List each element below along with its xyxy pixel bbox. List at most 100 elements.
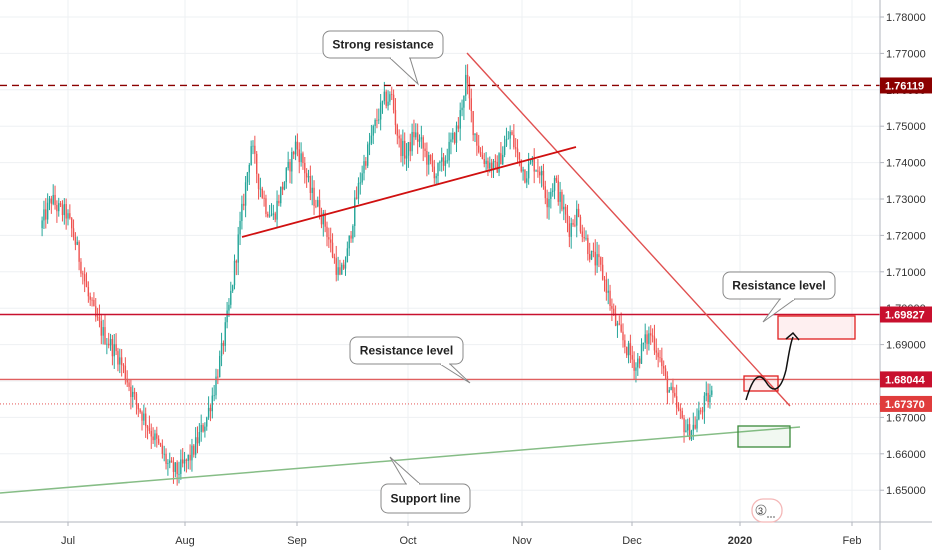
- candle-body: [413, 131, 415, 138]
- candle-body: [300, 153, 302, 163]
- candle-body: [233, 260, 236, 286]
- candle-body: [322, 212, 324, 225]
- candle-body: [213, 395, 215, 397]
- candle-body: [378, 119, 380, 121]
- candle-body: [404, 140, 406, 159]
- candle-body: [187, 454, 189, 461]
- candle-body: [700, 410, 702, 412]
- price-tag: [880, 306, 932, 323]
- candle-body: [651, 335, 654, 337]
- candle-body: [83, 274, 86, 282]
- candle-body: [67, 213, 69, 219]
- candle-body: [503, 145, 506, 155]
- candle-body: [154, 433, 156, 441]
- candle-body: [511, 131, 513, 135]
- candle-body: [592, 250, 595, 252]
- candle-body: [548, 198, 550, 208]
- candle-body: [280, 186, 282, 204]
- candle-body: [490, 162, 493, 171]
- candle-body: [448, 141, 450, 161]
- candle-body: [452, 132, 454, 140]
- candle-body: [59, 203, 62, 206]
- candle-body: [185, 459, 188, 461]
- candle-body: [139, 409, 141, 413]
- candle-body: [583, 236, 585, 239]
- price-tags: 1.76119 1.69827 1.68044 1.67370: [880, 77, 932, 412]
- candle-body: [370, 135, 373, 144]
- bar-badge[interactable]: 3: [751, 498, 783, 523]
- candle-body: [666, 375, 669, 393]
- candle-body: [557, 180, 559, 202]
- candle-body: [91, 299, 93, 301]
- candle-body: [132, 391, 134, 398]
- candle-body: [80, 261, 82, 274]
- candle-body: [672, 386, 674, 393]
- candle-body: [457, 125, 460, 129]
- candle-body: [137, 403, 139, 410]
- candle-body: [653, 336, 656, 351]
- candle-body: [143, 413, 145, 421]
- candle-body: [572, 223, 574, 225]
- callout-box: [322, 30, 444, 59]
- candle-body: [122, 364, 125, 366]
- candle-body: [230, 290, 232, 305]
- candle-body: [50, 198, 53, 204]
- candle-body: [285, 168, 287, 183]
- candle-body: [387, 101, 389, 106]
- candle-body: [241, 203, 243, 221]
- candle-body: [163, 453, 165, 455]
- candle-body: [411, 131, 413, 152]
- candle-body: [293, 151, 295, 155]
- candle-body: [178, 473, 180, 475]
- candle-body: [63, 204, 65, 216]
- candle-body: [381, 100, 384, 103]
- candle-body: [93, 299, 95, 307]
- candle-body: [613, 308, 615, 314]
- candle-body: [476, 133, 478, 146]
- candle-body: [439, 161, 441, 164]
- y-tick-label: 1.69000: [886, 340, 926, 352]
- candle-body: [552, 190, 554, 192]
- candle-body: [368, 143, 371, 145]
- candle-body: [41, 220, 43, 229]
- badge-dot: [770, 516, 772, 518]
- candle-body: [128, 382, 130, 387]
- candle-body: [444, 160, 447, 166]
- candle-body: [169, 460, 171, 464]
- candle-body: [98, 317, 101, 322]
- candle-body: [389, 94, 391, 102]
- callout-box: [722, 271, 836, 300]
- candle-body: [318, 200, 321, 218]
- candle-body: [200, 425, 202, 433]
- candle-body: [331, 242, 334, 257]
- candle-body: [450, 139, 452, 142]
- candle-body: [561, 191, 563, 210]
- candle-body: [453, 132, 456, 143]
- horizontal-levels: [0, 84, 880, 405]
- candle-body: [677, 407, 680, 410]
- price-tag-label: 1.76119: [885, 80, 924, 92]
- candle-body: [465, 74, 467, 96]
- candle-body: [570, 223, 572, 237]
- candle-body: [287, 161, 289, 169]
- callout-label: Resistance level: [360, 344, 453, 358]
- candle-body: [58, 203, 60, 212]
- candle-body: [485, 160, 487, 164]
- candle-body: [422, 137, 424, 149]
- candle-body: [304, 162, 306, 174]
- candle-body: [618, 323, 620, 325]
- y-tick-label: 1.65000: [886, 485, 926, 497]
- candle-body: [324, 212, 326, 227]
- y-tick-label: 1.77000: [886, 48, 926, 60]
- candle-body: [670, 386, 672, 390]
- candle-body: [659, 357, 661, 359]
- candle-body: [383, 91, 386, 101]
- candle-body: [402, 140, 404, 157]
- candle-body: [291, 151, 293, 172]
- candle-body: [705, 392, 707, 396]
- candle-body: [272, 213, 275, 215]
- candle-body: [629, 343, 632, 356]
- candle-body: [261, 188, 263, 198]
- candle-body: [167, 463, 169, 464]
